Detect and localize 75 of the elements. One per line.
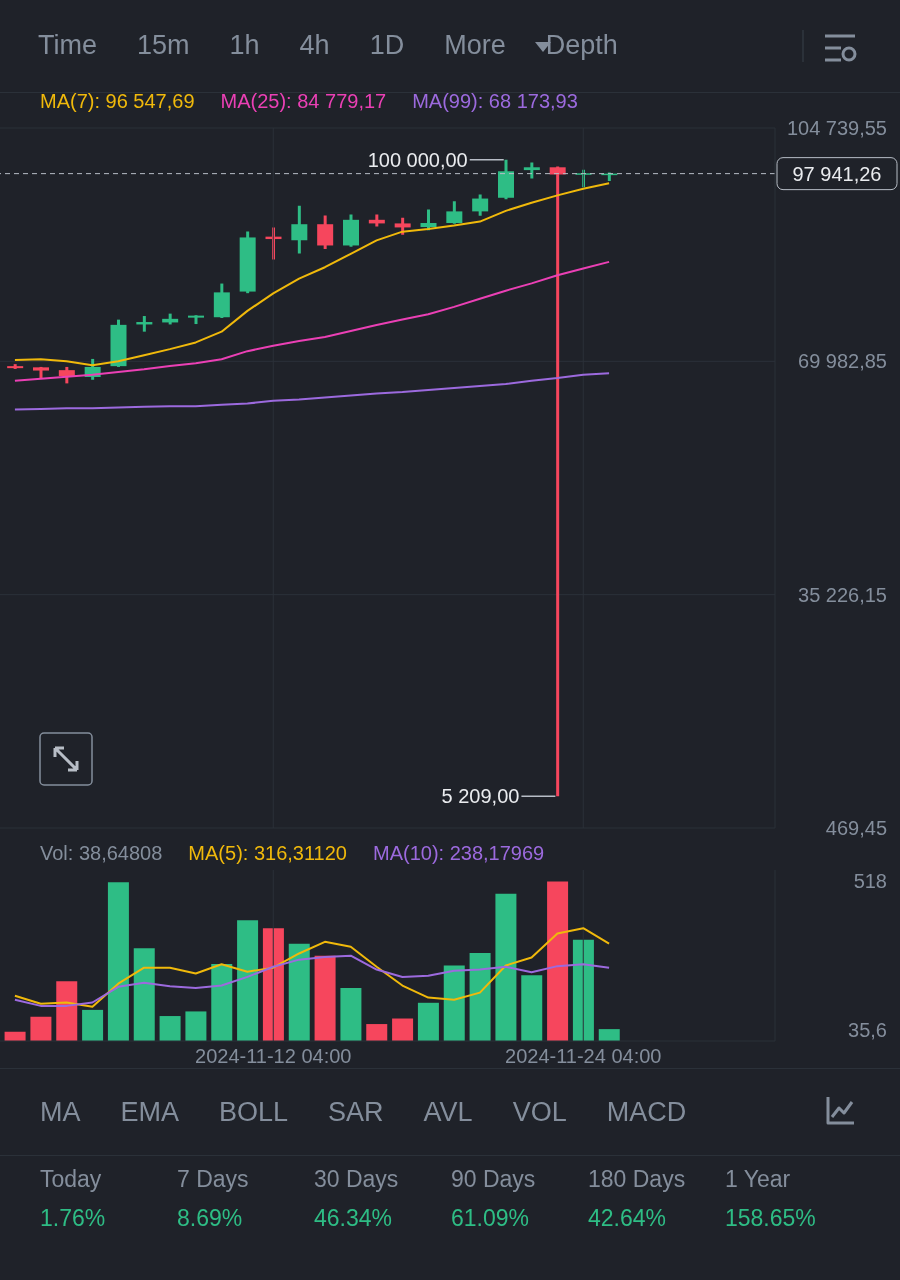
text: 4h	[299, 30, 330, 61]
line-series	[13, 927, 611, 1008]
text: AVL	[423, 1097, 473, 1128]
y-tick-label: 35,6	[848, 1019, 887, 1042]
y-tick-label: 469,45	[825, 817, 887, 839]
text: 46.34%	[314, 1205, 393, 1231]
bar	[547, 881, 569, 1041]
bar	[133, 948, 155, 1041]
line-series	[13, 954, 611, 1007]
text: 1D	[369, 30, 405, 61]
y-tick-label: 35 226,15	[798, 583, 887, 606]
bar	[185, 1011, 207, 1041]
bar	[288, 943, 310, 1041]
ref-line-label: 97 941,26	[792, 162, 882, 185]
annotation: 100 000,00	[367, 148, 468, 171]
y-tick-label: 104 739,55	[786, 117, 887, 139]
text: 1.76%	[40, 1205, 106, 1231]
candlestick	[291, 204, 308, 254]
bar	[469, 952, 491, 1041]
text: EMA	[120, 1097, 180, 1128]
x-tick-label: 2024-11-24 04:00	[505, 1045, 662, 1068]
bar	[495, 893, 517, 1041]
bar	[521, 975, 543, 1041]
line-series	[13, 372, 611, 411]
bar	[82, 1009, 104, 1041]
text: More	[444, 30, 506, 61]
bar	[237, 920, 259, 1041]
category-label: 90 Days	[451, 1166, 536, 1193]
bar	[211, 963, 233, 1041]
bar	[56, 981, 78, 1041]
bar	[598, 1029, 620, 1041]
text: MA	[40, 1097, 81, 1128]
text: MA(25): 84 779,17	[220, 90, 387, 113]
annotation: 5 209,00	[441, 785, 520, 808]
bar	[107, 882, 129, 1041]
bar	[30, 1016, 52, 1041]
category-label: Today	[40, 1166, 103, 1193]
text: 8.69%	[177, 1205, 243, 1231]
text: VOL	[512, 1097, 567, 1128]
candlestick	[446, 201, 463, 224]
text: 158.65%	[725, 1205, 816, 1231]
text: Time	[38, 30, 97, 61]
line-series	[13, 260, 611, 382]
x-tick-label: 2024-11-12 04:00	[195, 1045, 352, 1068]
text: Depth	[545, 30, 618, 61]
text: SAR	[328, 1097, 384, 1128]
bar	[392, 1018, 414, 1041]
bar	[443, 965, 465, 1041]
category-label: 1 Year	[725, 1166, 792, 1193]
bar	[366, 1024, 388, 1041]
series-label: Vol: 38,64808	[40, 842, 163, 865]
category-label: 180 Days	[588, 1166, 686, 1193]
text: MACD	[606, 1097, 687, 1128]
text: 61.09%	[451, 1205, 530, 1231]
text: 15m	[137, 30, 190, 61]
bar	[340, 988, 362, 1041]
bar	[572, 939, 594, 1041]
bar	[159, 1016, 181, 1041]
text: MA(99): 68 173,93	[412, 90, 578, 113]
candlestick	[472, 194, 489, 216]
text: MA(10): 238,17969	[372, 842, 545, 865]
category-label: 7 Days	[177, 1166, 249, 1193]
text: 1h	[229, 30, 260, 61]
text: BOLL	[219, 1097, 289, 1128]
y-tick-label: 518	[853, 870, 887, 893]
candlestick	[317, 215, 334, 250]
category-label: 30 Days	[314, 1166, 399, 1193]
text: 42.64%	[588, 1205, 667, 1231]
y-tick-label: 69 982,85	[798, 350, 887, 373]
text: MA(7): 96 547,69	[40, 90, 195, 113]
bar	[262, 928, 284, 1041]
bar	[314, 955, 336, 1041]
bar	[417, 1002, 439, 1041]
candlestick	[549, 166, 566, 798]
text: MA(5): 316,31120	[188, 842, 347, 865]
